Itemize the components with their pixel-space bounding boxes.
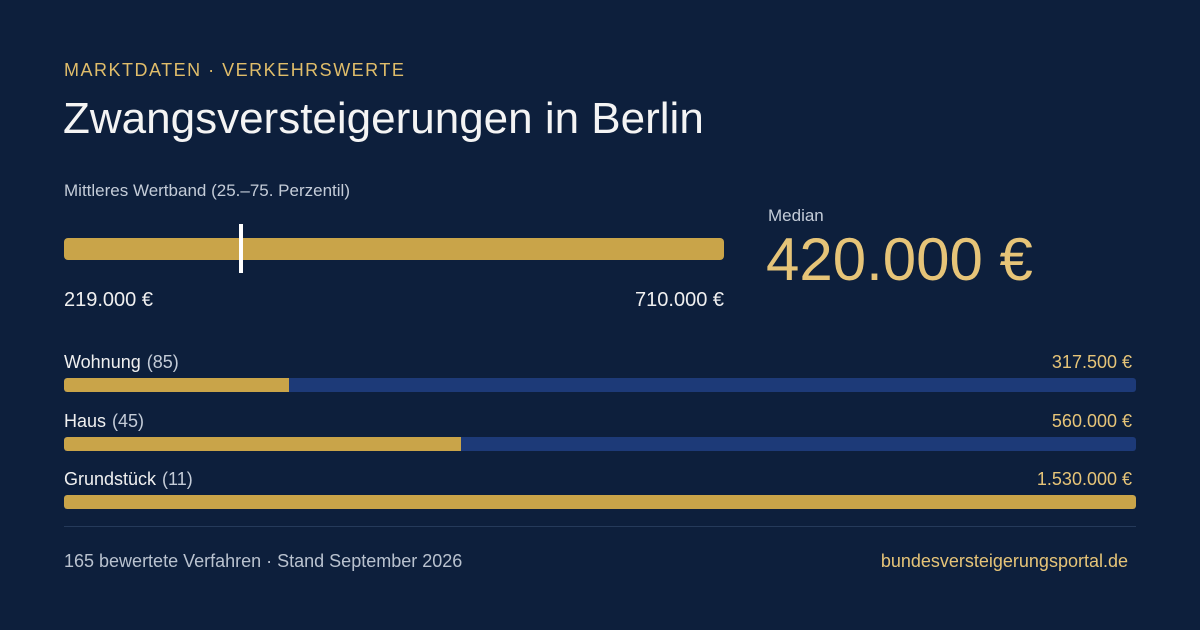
- category-bar-track: [64, 378, 1136, 392]
- band-label: Mittleres Wertband (25.–75. Perzentil): [64, 181, 350, 200]
- category-count: (11): [162, 469, 193, 489]
- median-value: 420.000 €: [766, 226, 1033, 293]
- category-count: (45): [112, 411, 145, 431]
- category-bar-track: [64, 437, 1136, 451]
- category-bar-fill: [64, 495, 1136, 509]
- median-label: Median: [768, 206, 824, 225]
- category-name: Haus (45): [64, 411, 144, 432]
- category-label: Grundstück: [64, 469, 157, 489]
- value-band-bar: [64, 238, 724, 260]
- band-min-label: 219.000 €: [64, 289, 153, 311]
- category-value: 1.530.000 €: [1036, 469, 1132, 489]
- page-title: Zwangsversteigerungen in Berlin: [63, 94, 704, 143]
- footer-site-link[interactable]: bundesversteigerungsportal.de: [880, 551, 1128, 571]
- category-bar-fill: [64, 437, 461, 451]
- median-marker: [238, 224, 243, 273]
- kicker: MARKTDATEN · VERKEHRSWERTE: [64, 60, 406, 80]
- category-value: 317.500 €: [1051, 352, 1132, 372]
- footer-note: 165 bewertete Verfahren · Stand Septembe…: [64, 551, 463, 571]
- category-value: 560.000 €: [1051, 411, 1132, 431]
- footer-divider: [64, 526, 1136, 527]
- category-bar-track: [64, 495, 1136, 509]
- category-label: Haus: [64, 411, 107, 431]
- category-count: (85): [146, 352, 179, 372]
- category-bar-fill: [64, 378, 290, 392]
- category-name: Wohnung (85): [64, 352, 179, 373]
- category-name: Grundstück (11): [64, 469, 193, 490]
- category-label: Wohnung: [64, 352, 141, 372]
- band-max-label: 710.000 €: [635, 289, 724, 311]
